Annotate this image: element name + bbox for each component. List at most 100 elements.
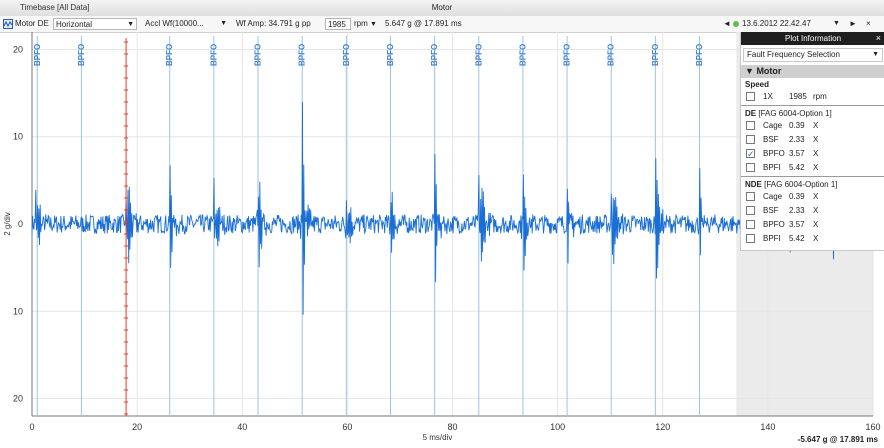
bpfo-marker-label: BPFO xyxy=(33,44,42,66)
x-tick-label: 120 xyxy=(655,422,670,432)
cursor-readout-label: -5.647 g @ 17.891 ms xyxy=(798,435,879,444)
freq-value: 5.42 xyxy=(789,163,805,172)
nde-row-cage[interactable]: Cage 0.39 X xyxy=(741,190,884,204)
waveform-icon[interactable] xyxy=(3,19,13,29)
freq-name: BPFO xyxy=(763,149,785,158)
nde-row-bsf[interactable]: BSF 2.33 X xyxy=(741,204,884,218)
divider xyxy=(741,105,884,106)
checkbox[interactable] xyxy=(746,206,755,215)
bpfo-marker-label: BPFO xyxy=(474,44,483,66)
freq-name: BPFO xyxy=(763,220,785,229)
speed-row[interactable]: 1X 1985 rpm xyxy=(741,90,884,104)
y-tick-label: 10 xyxy=(13,132,23,142)
freq-name: BSF xyxy=(763,135,779,144)
cursor-readout: 5.647 g @ 17.891 ms xyxy=(385,19,462,28)
nde-group-title: NDE [FAG 6004-Option 1] xyxy=(741,178,884,190)
freq-value: 3.57 xyxy=(789,149,805,158)
channel-label: Motor DE xyxy=(15,19,49,28)
chevron-down-icon: ▼ xyxy=(127,21,134,28)
checkbox[interactable] xyxy=(746,135,755,144)
checkbox[interactable] xyxy=(746,192,755,201)
fault-frequency-select[interactable]: Fault Frequency Selection ▼ xyxy=(743,48,883,62)
nde-row-bpfo[interactable]: BPFO 3.57 X xyxy=(741,218,884,232)
freq-unit: X xyxy=(813,206,819,215)
bpfo-marker-label: BPFO xyxy=(518,44,527,66)
bpfo-marker-label: BPFO xyxy=(430,44,439,66)
de-row-cage[interactable]: Cage 0.39 X xyxy=(741,119,884,133)
rpm-unit: rpm xyxy=(354,19,368,28)
freq-name: Cage xyxy=(763,121,783,130)
waveform-chart[interactable]: BPFO BPFO BPFO BPFO BPFO BPFO BPFO BPFO BPFO BPFO… xyxy=(0,32,884,448)
speed-checkbox[interactable] xyxy=(746,92,755,101)
de-subtitle: [FAG 6004-Option 1] xyxy=(758,109,832,118)
freq-unit: X xyxy=(813,121,819,130)
close-icon[interactable]: × xyxy=(875,33,881,43)
x-axis-label: 5 ms/div xyxy=(423,433,453,442)
bpfo-marker-label: BPFO xyxy=(342,44,351,66)
bpfo-marker-label: BPFO xyxy=(254,44,263,66)
close-icon[interactable]: × xyxy=(866,19,871,28)
direction-select[interactable]: Horizontal ▼ xyxy=(53,18,137,30)
nde-row-bpfi[interactable]: BPFI 5.42 X xyxy=(741,232,884,246)
freq-unit: X xyxy=(813,149,819,158)
measurement-select[interactable]: Accl Wf(10000... ▼ xyxy=(145,18,229,30)
plot-toolbar: Motor DE Horizontal ▼ Accl Wf(10000... ▼… xyxy=(0,16,884,33)
waveform-series xyxy=(31,101,874,315)
rpm-unit-dropdown[interactable]: rpm ▼ xyxy=(354,18,377,30)
freq-value: 3.57 xyxy=(789,220,805,229)
nde-title: NDE xyxy=(745,180,762,189)
status-dot-icon xyxy=(733,21,739,27)
bpfo-marker-label: BPFO xyxy=(77,44,86,66)
x-tick-label: 40 xyxy=(237,422,247,432)
freq-unit: X xyxy=(813,135,819,144)
de-row-bpfo[interactable]: BPFO 3.57 X xyxy=(741,147,884,161)
de-row-bsf[interactable]: BSF 2.33 X xyxy=(741,133,884,147)
section-title: Motor xyxy=(756,66,782,76)
speed-group-title: Speed xyxy=(745,80,770,89)
y-axis-label: 2 g/div xyxy=(3,212,12,236)
speed-unit: rpm xyxy=(813,92,827,101)
bpfo-marker-label: BPFO xyxy=(651,44,660,66)
freq-value: 0.39 xyxy=(789,121,805,130)
nde-subtitle: [FAG 6004-Option 1] xyxy=(764,180,838,189)
fault-frequency-value: Fault Frequency Selection xyxy=(747,50,840,59)
divider xyxy=(741,176,884,177)
speed-value: 1985 xyxy=(789,92,807,101)
freq-value: 2.33 xyxy=(789,206,805,215)
freq-name: BSF xyxy=(763,206,779,215)
date-display: 13.6.2012 22.42.47 xyxy=(742,19,811,28)
speed-label: 1X xyxy=(763,92,773,101)
y-tick-label: 0 xyxy=(18,219,23,229)
panel-title: Plot Information xyxy=(784,34,842,43)
y-tick-label: 20 xyxy=(13,44,23,54)
de-group-title: DE [FAG 6004-Option 1] xyxy=(741,107,884,119)
next-arrow-icon[interactable]: ► xyxy=(849,19,857,28)
checkbox-checked[interactable] xyxy=(746,147,755,161)
bpfo-marker-label: BPFO xyxy=(563,44,572,66)
motor-section-header[interactable]: ▼ Motor xyxy=(741,65,884,78)
x-tick-label: 60 xyxy=(342,422,352,432)
freq-unit: X xyxy=(813,192,819,201)
checkbox[interactable] xyxy=(746,121,755,130)
previous-arrow-icon[interactable]: ◄ xyxy=(723,19,731,28)
freq-name: Cage xyxy=(763,192,783,201)
freq-value: 0.39 xyxy=(789,192,805,201)
panel-header: Plot Information × xyxy=(741,32,884,45)
x-tick-label: 20 xyxy=(132,422,142,432)
bpfo-marker-label: BPFO xyxy=(165,44,174,66)
checkbox[interactable] xyxy=(746,234,755,243)
freq-name: BPFI xyxy=(763,163,781,172)
freq-unit: X xyxy=(813,163,819,172)
freq-name: BPFI xyxy=(763,234,781,243)
freq-value: 2.33 xyxy=(789,135,805,144)
bpfo-marker-label: BPFO xyxy=(607,44,616,66)
timebase-label[interactable]: Timebase [All Data] xyxy=(20,3,90,12)
rpm-input[interactable]: 1985 xyxy=(325,18,351,30)
de-row-bpfi[interactable]: BPFI 5.42 X xyxy=(741,161,884,175)
direction-value: Horizontal xyxy=(56,20,93,29)
checkbox[interactable] xyxy=(746,163,755,172)
date-dropdown-icon[interactable]: ▼ xyxy=(833,20,840,27)
checkbox[interactable] xyxy=(746,220,755,229)
bpfo-marker-label: BPFO xyxy=(298,44,307,66)
x-tick-label: 100 xyxy=(550,422,565,432)
